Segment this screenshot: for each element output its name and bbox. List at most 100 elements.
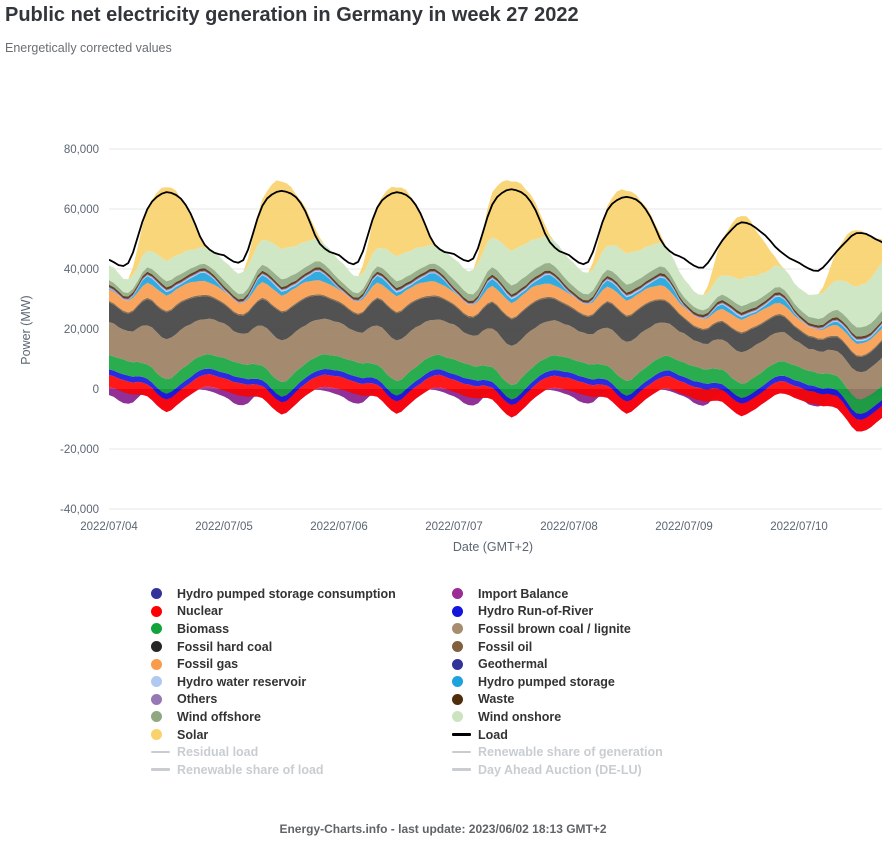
legend-dot-icon [452,676,474,688]
y-tick-label: -20,000 [60,444,99,456]
legend-item-renewable-share-of-load[interactable]: Renewable share of load [151,761,396,779]
y-tick-label: 0 [93,384,99,396]
legend-label: Hydro Run-of-River [478,604,594,619]
legend-label: Solar [177,727,209,742]
legend-item-wind-onshore[interactable]: Wind onshore [452,708,663,726]
x-axis-title: Date (GMT+2) [453,540,533,554]
page-title: Public net electricity generation in Ger… [5,4,579,26]
x-tick-label: 2022/07/10 [770,521,828,533]
legend-label: Renewable share of generation [478,745,663,760]
legend-label: Fossil hard coal [177,639,273,654]
legend-item-fossil-hard-coal[interactable]: Fossil hard coal [151,638,396,656]
legend-item-hydro-water-reservoir[interactable]: Hydro water reservoir [151,673,396,691]
legend-line-icon [151,768,173,771]
area-hydro-run-of-river[interactable] [109,368,886,420]
legend-label: Hydro pumped storage [478,674,615,689]
legend-label: Wind offshore [177,709,261,724]
legend-column-1: Hydro pumped storage consumption Nuclear B… [151,585,396,779]
area-fossil-hard-coal[interactable] [109,295,886,373]
legend-item-import-balance[interactable]: Import Balance [452,585,663,603]
legend-item-hydro-pumped-storage[interactable]: Hydro pumped storage [452,673,663,691]
legend-dot-icon [452,623,474,635]
legend-line-icon [151,750,173,754]
area-solar[interactable] [109,180,886,295]
legend-item-geothermal[interactable]: Geothermal [452,655,663,673]
legend-dot-icon [151,658,173,670]
legend-dot-icon [452,711,474,723]
legend-label: Import Balance [478,586,569,601]
legend-dot-icon [452,588,474,600]
legend-item-residual-load[interactable]: Residual load [151,743,396,761]
legend-item-renewable-share-of-generation[interactable]: Renewable share of generation [452,743,663,761]
legend-label: Fossil brown coal / lignite [478,621,631,636]
legend-dot-icon [151,729,173,741]
x-tick-label: 2022/07/09 [655,521,713,533]
area-hydro-pumped-storage[interactable] [109,271,886,344]
legend-dot-icon [151,641,173,653]
legend-item-hydro-pumped-storage-consumption[interactable]: Hydro pumped storage consumption [151,585,396,603]
load-line[interactable] [109,188,886,272]
legend-dot-icon [452,641,474,653]
legend-label: Others [177,692,218,707]
legend-column-2: Import Balance Hydro Run-of-River Fossil b… [452,585,663,779]
legend-item-biomass[interactable]: Biomass [151,620,396,638]
legend-item-hydro-run-of-river[interactable]: Hydro Run-of-River [452,603,663,621]
legend-item-others[interactable]: Others [151,691,396,709]
legend-label: Day Ahead Auction (DE-LU) [478,762,642,777]
page-subtitle: Energetically corrected values [5,41,172,55]
y-axis-title: Power (MW) [19,295,33,364]
x-tick-label: 2022/07/06 [310,521,368,533]
legend-label: Nuclear [177,604,223,619]
legend-dot-icon [151,711,173,723]
area-fossil-gas[interactable] [109,280,886,356]
x-tick-label: 2022/07/08 [540,521,598,533]
legend-item-wind-offshore[interactable]: Wind offshore [151,708,396,726]
y-tick-label: 60,000 [64,204,99,216]
area-nuclear[interactable] [109,374,886,432]
legend-item-nuclear[interactable]: Nuclear [151,603,396,621]
area-wind-onshore[interactable] [109,235,886,328]
legend-dot-icon [151,605,173,617]
legend-item-waste[interactable]: Waste [452,691,663,709]
area-waste[interactable] [109,267,886,339]
area-fossil-brown-coal-lignite[interactable] [109,318,886,400]
area-biomass[interactable] [109,354,886,414]
legend-label: Biomass [177,621,230,636]
legend-label: Geothermal [478,657,548,672]
legend-line-icon [452,733,474,736]
legend-label: Waste [478,692,515,707]
legend-label: Hydro pumped storage consumption [177,586,396,601]
x-tick-label: 2022/07/07 [425,521,483,533]
legend-item-solar[interactable]: Solar [151,726,396,744]
area-wind-offshore[interactable] [109,261,886,337]
legend-dot-icon [151,623,173,635]
y-tick-label: 80,000 [64,144,99,156]
footer-attribution: Energy-Charts.info - last update: 2023/0… [279,822,607,836]
legend-label: Load [478,727,508,742]
legend-label: Hydro water reservoir [177,674,307,689]
legend-label: Renewable share of load [177,762,324,777]
y-tick-label: 40,000 [64,264,99,276]
legend-item-fossil-gas[interactable]: Fossil gas [151,655,396,673]
legend-line-icon [452,768,474,771]
legend-dot-icon [151,588,173,600]
axis-ticks: -40,000 -20,000 0 20,000 40,000 60,000 80,000 2… [60,144,828,533]
legend-item-day-ahead-auction-de-lu[interactable]: Day Ahead Auction (DE-LU) [452,761,663,779]
legend-label: Residual load [177,745,259,760]
legend-label: Fossil gas [177,657,239,672]
legend-line-icon [452,750,474,754]
legend-item-load[interactable]: Load [452,726,663,744]
x-tick-label: 2022/07/05 [195,521,253,533]
legend-dot-icon [452,605,474,617]
y-tick-label: 20,000 [64,324,99,336]
legend-dot-icon [151,693,173,705]
legend-item-fossil-oil[interactable]: Fossil oil [452,638,663,656]
legend-dot-icon [452,693,474,705]
x-tick-label: 2022/07/04 [80,521,138,533]
legend-dot-icon [151,676,173,688]
y-tick-label: -40,000 [60,504,99,516]
legend-label: Wind onshore [478,709,562,724]
legend-item-fossil-brown-coal-lignite[interactable]: Fossil brown coal / lignite [452,620,663,638]
